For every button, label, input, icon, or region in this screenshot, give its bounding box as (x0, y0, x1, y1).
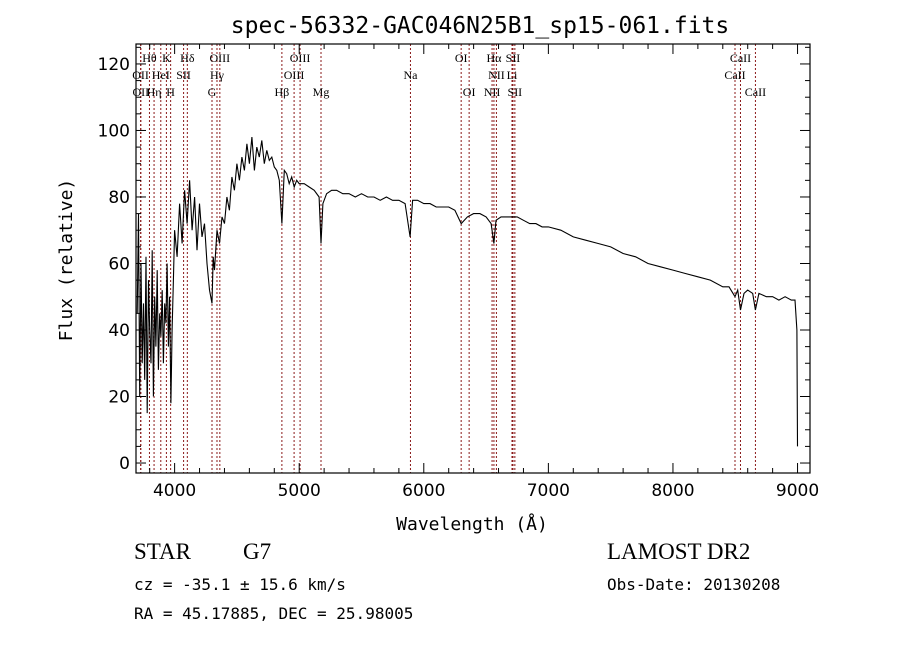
spectral-line-label: OII (133, 85, 150, 99)
spectral-line-label: HeI (152, 68, 170, 82)
spectral-line-label: OI (455, 51, 468, 65)
y-tick-label: 120 (98, 55, 130, 75)
object-subclass: G7 (243, 539, 271, 564)
plot-frame (135, 43, 811, 474)
spectral-line-label: G (208, 85, 217, 99)
y-tick-label: 80 (108, 188, 130, 208)
spectral-line-label: SII (508, 85, 523, 99)
y-tick-label: 100 (98, 121, 130, 141)
spectral-line-label: Hη (147, 85, 162, 99)
chart-title: spec-56332-GAC046N25B1_sp15-061.fits (231, 13, 730, 39)
x-tick-label: 9000 (776, 481, 819, 501)
spectral-line-label: SII (176, 68, 191, 82)
x-axis-label: Wavelength (Å) (396, 513, 548, 535)
spectral-line-label: NII (488, 68, 505, 82)
spectral-line-label: OIII (210, 51, 231, 65)
spectral-line-label: Hα (486, 51, 502, 65)
spectral-line-markers (140, 44, 756, 473)
spectral-line-label: OIII (284, 68, 305, 82)
spectrum-line (136, 137, 799, 447)
spectral-line-label: CaII (745, 85, 766, 99)
spectral-line-label: OI (463, 85, 476, 99)
spectral-line-label: Hθ (142, 51, 157, 65)
x-tick-label: 4000 (153, 481, 196, 501)
y-tick-label: 20 (108, 388, 130, 408)
object-class: STAR (134, 539, 192, 564)
spectral-line-label: CaII (730, 51, 751, 65)
spectral-line-label: K (162, 51, 171, 65)
spectral-line-label: Li (507, 68, 518, 82)
spectral-line-label: OII (132, 68, 149, 82)
y-tick-label: 60 (108, 254, 130, 274)
spectral-line-label: Hβ (274, 85, 289, 99)
x-tick-label: 7000 (527, 481, 570, 501)
obs-date: Obs-Date: 20130208 (607, 575, 780, 594)
survey-name: LAMOST DR2 (607, 539, 750, 564)
spectral-line-label: NII (484, 85, 501, 99)
spectral-line-label: Hδ (180, 51, 195, 65)
spectral-line-label: SII (506, 51, 521, 65)
spectral-line-label: OIII (290, 51, 311, 65)
y-tick-label: 40 (108, 321, 130, 341)
coordinates: RA = 45.17885, DEC = 25.98005 (134, 604, 413, 623)
spectral-line-labels: OIIOIIHθHηHeIKHSIIHδGHγOIIIHβOIIIOIIIMgN… (132, 51, 766, 99)
axis-ticks: 4000 5000 6000 7000 8000 9000 0 20 40 60 80 100 120 (98, 44, 819, 501)
redshift-cz: cz = -35.1 ± 15.6 km/s (134, 575, 346, 594)
spectral-line-label: CaII (724, 68, 745, 82)
x-tick-label: 5000 (278, 481, 321, 501)
spectral-line-label: Mg (313, 85, 330, 99)
spectral-line-label: Hγ (210, 68, 225, 82)
y-axis-label: Flux (relative) (56, 179, 77, 342)
spectral-line-label: H (166, 85, 175, 99)
x-tick-label: 8000 (651, 481, 694, 501)
spectral-line-label: Na (403, 68, 418, 82)
x-tick-label: 6000 (402, 481, 445, 501)
y-tick-label: 0 (119, 454, 130, 474)
